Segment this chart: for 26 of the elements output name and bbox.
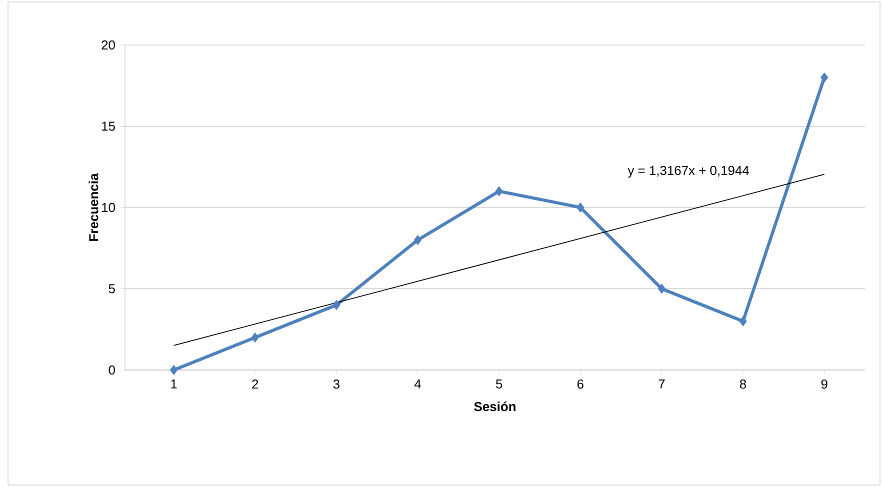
x-axis-title: Sesión	[474, 402, 516, 412]
x-tick-label: 2	[252, 380, 258, 389]
x-tick-label: 6	[577, 380, 584, 389]
y-tick-label: 10	[102, 202, 115, 212]
point	[170, 365, 178, 375]
y-tick-label: 0	[108, 365, 115, 375]
x-tick-label: 4	[414, 380, 421, 388]
x-tick-label: 1	[171, 380, 177, 388]
point	[820, 72, 828, 82]
x-tick-label: 5	[496, 380, 502, 389]
point	[739, 316, 747, 326]
y-tick-label: 5	[108, 284, 115, 294]
point	[332, 300, 340, 310]
point	[495, 186, 503, 196]
point	[658, 284, 666, 294]
y-axis-title: Frecuencia	[88, 173, 98, 241]
x-tick-label: 3	[333, 380, 340, 389]
point	[251, 332, 259, 342]
x-tick-label: 8	[740, 380, 746, 389]
point	[576, 202, 584, 212]
x-tick-label: 7	[658, 380, 665, 388]
annotation: y = 1,3167x + 0,1944	[628, 166, 749, 178]
y-tick-label: 15	[102, 122, 115, 131]
x-tick-label: 9	[821, 380, 828, 389]
point	[414, 235, 422, 245]
y-tick-label: 20	[102, 40, 115, 50]
